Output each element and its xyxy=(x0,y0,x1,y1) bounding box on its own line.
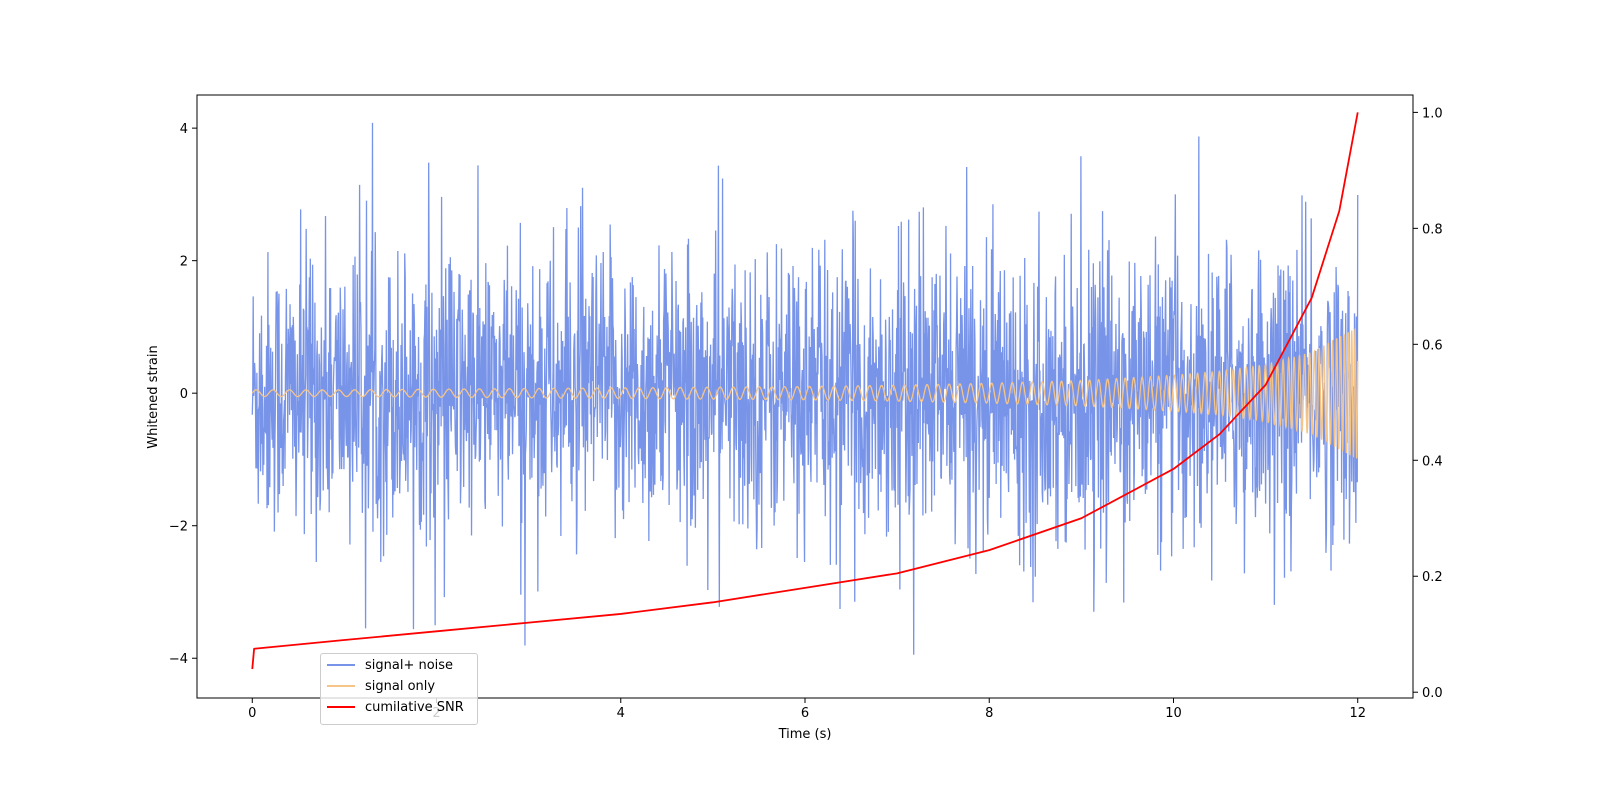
signal-only-line xyxy=(251,327,1359,459)
y-tick-label: −2 xyxy=(169,520,188,535)
y2-tick-label: 0.6 xyxy=(1422,338,1443,353)
y2-tick-label: 0.8 xyxy=(1422,222,1443,237)
y-axis-label: Whitened strain xyxy=(146,345,161,448)
x-tick-label: 10 xyxy=(1165,706,1182,721)
signal-noise-series xyxy=(251,122,1359,655)
x-tick-label: 4 xyxy=(617,706,625,721)
y2-tick-label: 0.2 xyxy=(1422,570,1443,585)
legend-label: cumilative SNR xyxy=(365,699,464,715)
legend-swatch xyxy=(327,685,355,687)
y-tick-label: 4 xyxy=(180,122,188,137)
cumulative-snr-series xyxy=(251,112,1359,670)
x-axis: 024681012 xyxy=(248,698,1366,721)
y2-tick-label: 0.0 xyxy=(1422,686,1443,701)
legend-item-cumulative-snr: cumilative SNR xyxy=(327,697,464,717)
signal-noise-line xyxy=(251,122,1359,655)
legend-swatch xyxy=(327,664,355,666)
x-axis-label: Time (s) xyxy=(778,727,832,742)
x-tick-label: 6 xyxy=(801,706,809,721)
y-tick-label: −4 xyxy=(169,652,188,667)
y-tick-label: 2 xyxy=(180,255,188,270)
x-tick-label: 12 xyxy=(1349,706,1366,721)
y2-tick-label: 1.0 xyxy=(1422,106,1443,121)
legend-item-signal-only: signal only xyxy=(327,676,435,696)
signal-only-series xyxy=(251,327,1359,459)
y-tick-label: 0 xyxy=(180,387,188,402)
legend-item-signal-noise: signal+ noise xyxy=(327,655,453,675)
y-axis-left: −4 −2 0 2 4 xyxy=(169,122,197,667)
legend: signal+ noise signal only cumilative SNR xyxy=(320,653,478,725)
cumulative-snr-line xyxy=(251,112,1359,670)
x-tick-label: 8 xyxy=(985,706,993,721)
legend-label: signal+ noise xyxy=(365,657,454,673)
y-axis-right: 0.0 0.2 0.4 0.6 0.8 1.0 xyxy=(1413,106,1443,701)
legend-swatch xyxy=(327,706,355,708)
x-tick-label: 0 xyxy=(248,706,256,721)
y2-tick-label: 0.4 xyxy=(1422,454,1443,469)
legend-label: signal only xyxy=(365,678,436,694)
